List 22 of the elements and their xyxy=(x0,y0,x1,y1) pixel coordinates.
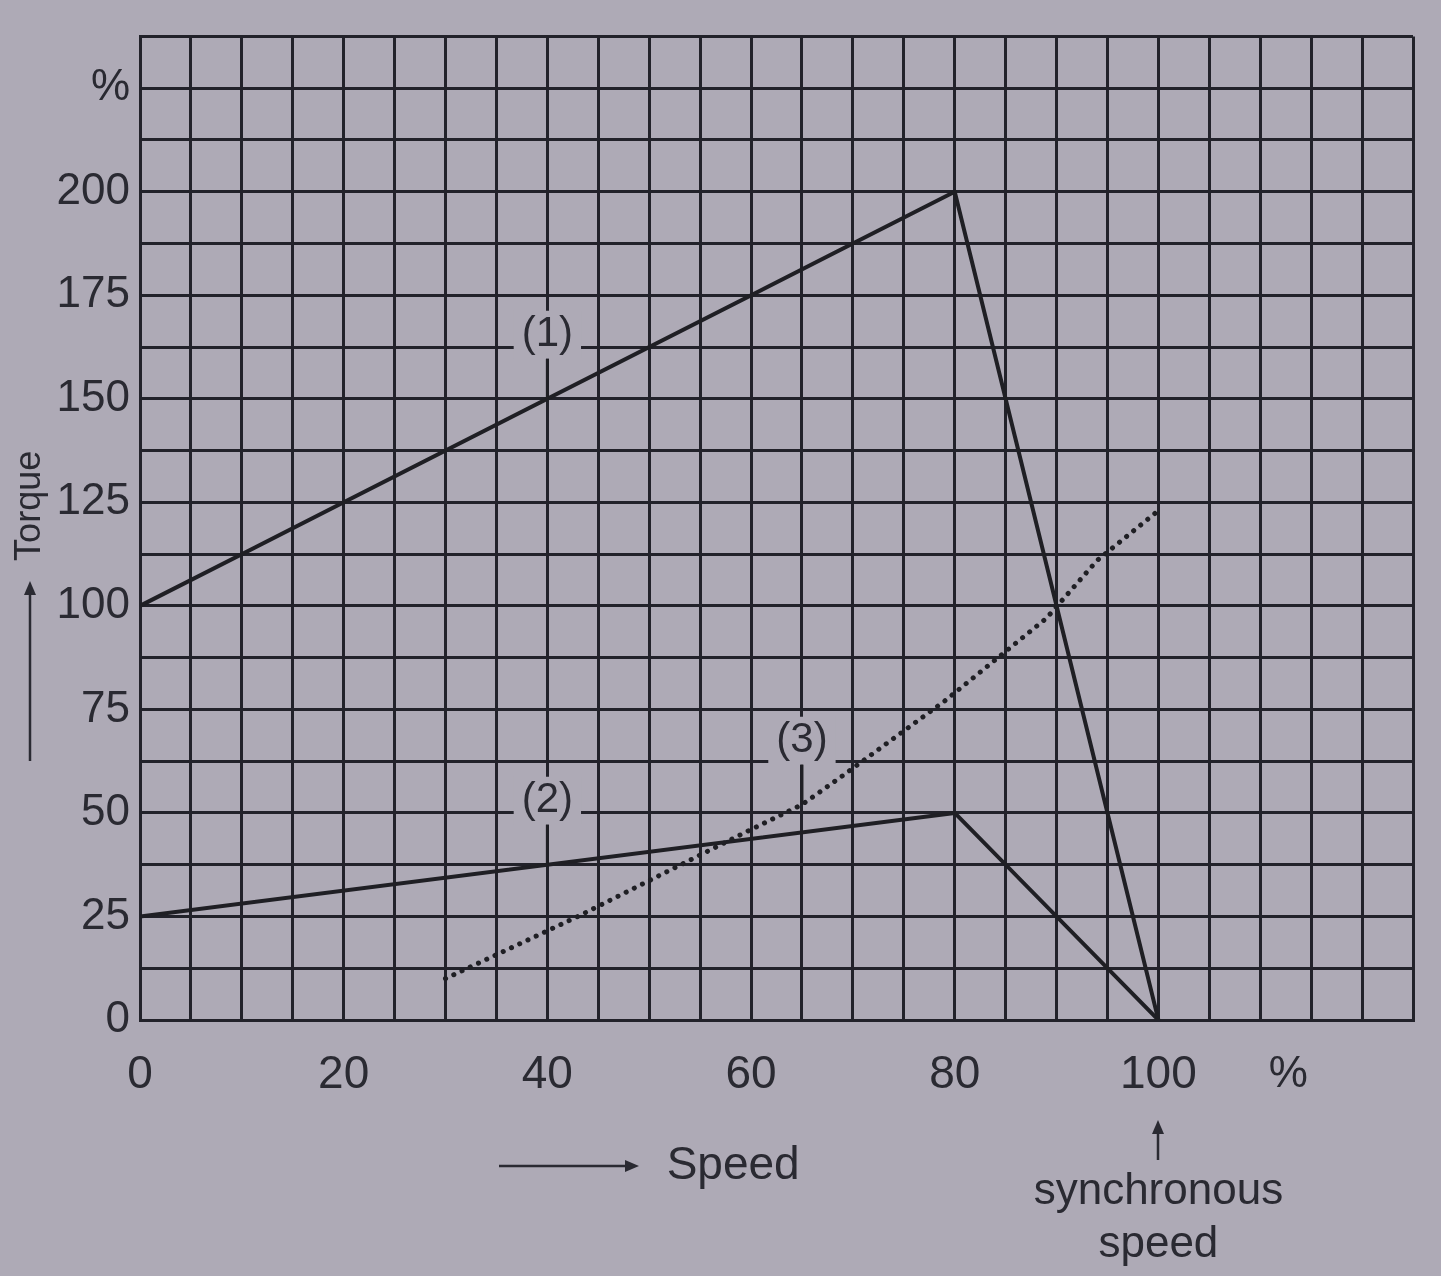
y-tick-label: 175 xyxy=(56,267,130,317)
x-tick-label: 40 xyxy=(521,1046,573,1099)
y-tick-label: 125 xyxy=(56,474,130,524)
y-tick-label: 100 xyxy=(56,577,130,627)
text: % xyxy=(1268,1047,1308,1097)
y-tick-label: 25 xyxy=(81,888,130,938)
y-tick-label: 50 xyxy=(81,785,130,835)
x-tick-label: 60 xyxy=(725,1046,777,1099)
y-tick-label: 150 xyxy=(56,370,130,420)
y-tick-label: % xyxy=(90,60,130,110)
text: synchronous speed xyxy=(1033,1164,1284,1267)
x-tick-label: 100 xyxy=(1120,1046,1197,1099)
series-label: (3) xyxy=(776,714,828,762)
x-tick-label: 80 xyxy=(929,1046,981,1099)
x-tick-label: 20 xyxy=(318,1046,370,1099)
y-axis-title: Torque xyxy=(6,450,48,561)
series-label: (2) xyxy=(521,774,574,822)
y-tick-label: 75 xyxy=(81,681,130,731)
series-label: (1) xyxy=(521,308,574,356)
x-axis-title: Speed xyxy=(666,1136,800,1189)
y-tick-label: 200 xyxy=(56,163,130,213)
y-tick-label: 0 xyxy=(105,992,130,1042)
